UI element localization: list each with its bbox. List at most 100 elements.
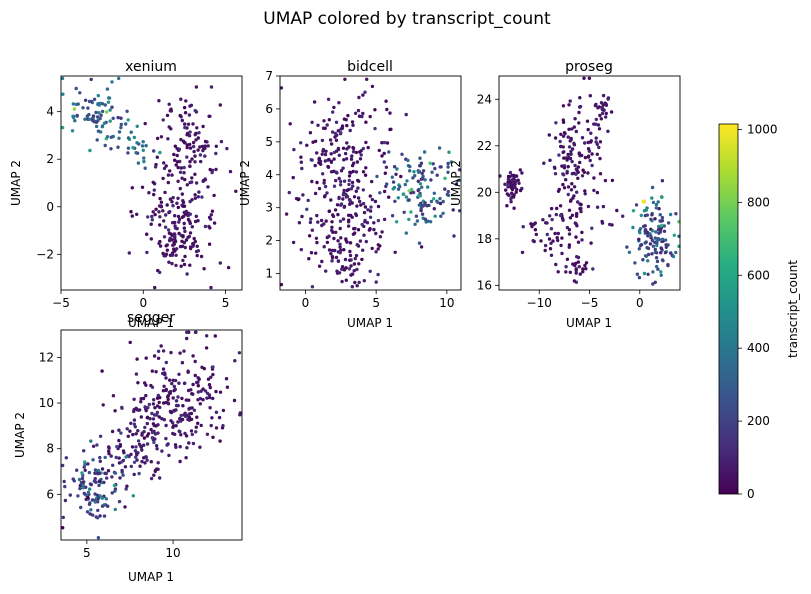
data-point (183, 122, 187, 126)
data-point (578, 104, 583, 109)
data-point (160, 417, 164, 421)
data-point (155, 410, 160, 415)
data-point-highlight (641, 199, 646, 204)
data-point (372, 221, 376, 225)
data-point (547, 237, 552, 241)
data-point (398, 184, 402, 189)
data-point (432, 207, 436, 211)
data-point (342, 268, 347, 272)
data-point (308, 131, 313, 135)
data-point (306, 198, 310, 203)
data-point (421, 204, 425, 208)
data-point (97, 479, 102, 484)
data-point (178, 459, 182, 464)
data-point (75, 114, 79, 118)
data-point (633, 261, 637, 265)
data-point (321, 147, 326, 152)
colorbar-tick-label: 1000 (747, 122, 778, 136)
data-point (446, 165, 450, 169)
data-point (595, 190, 600, 195)
data-point (544, 221, 548, 225)
data-point (443, 187, 447, 191)
data-point (61, 526, 65, 530)
data-point (509, 183, 514, 187)
data-point (71, 115, 76, 120)
data-point (91, 458, 95, 462)
data-point (162, 384, 166, 388)
data-point (89, 508, 93, 512)
data-point (341, 166, 345, 170)
data-point (96, 93, 101, 98)
data-point (168, 378, 172, 382)
data-point (144, 356, 148, 360)
data-point (561, 172, 565, 176)
data-point (418, 164, 422, 168)
data-point (390, 175, 394, 179)
data-point (156, 393, 160, 398)
data-point (511, 195, 516, 199)
data-point (193, 108, 197, 113)
data-point (194, 425, 198, 429)
data-point (329, 152, 333, 156)
y-tick-label: 3 (265, 201, 273, 215)
data-point (166, 402, 171, 406)
data-point (323, 152, 328, 157)
y-tick-label: 16 (477, 278, 492, 292)
data-point (561, 134, 566, 138)
data-point (382, 151, 386, 156)
data-point (178, 445, 182, 449)
data-point (327, 118, 331, 122)
data-point (509, 197, 513, 201)
data-point (319, 218, 324, 223)
data-point (575, 255, 579, 259)
data-point (668, 212, 673, 217)
data-point (648, 242, 653, 246)
data-point (171, 425, 175, 429)
data-point (109, 454, 113, 458)
data-point (516, 178, 520, 182)
y-tick-label: 24 (477, 92, 492, 106)
data-point (123, 465, 128, 469)
data-point (433, 214, 437, 218)
data-point (175, 247, 179, 251)
data-point (361, 248, 365, 252)
data-point (586, 204, 591, 209)
data-point (151, 422, 156, 426)
data-point (173, 158, 177, 162)
data-point (566, 185, 571, 189)
data-point (561, 104, 566, 108)
data-point (598, 172, 603, 176)
data-point (382, 140, 387, 145)
data-point (188, 130, 192, 134)
data-point (105, 87, 110, 91)
data-point (571, 196, 575, 200)
data-point (369, 205, 373, 209)
data-point (351, 145, 355, 150)
data-point (583, 192, 587, 196)
data-point (296, 197, 300, 202)
data-point (102, 503, 106, 507)
y-axis-label: UMAP 2 (13, 412, 27, 458)
data-point (660, 195, 664, 199)
data-point (185, 183, 189, 187)
x-tick-label: −10 (527, 296, 552, 310)
data-point (412, 170, 416, 174)
data-point (350, 120, 355, 124)
y-tick-label: 6 (265, 102, 273, 116)
data-point (664, 243, 668, 247)
data-point (305, 207, 309, 211)
data-point (113, 471, 118, 475)
data-point (388, 111, 392, 115)
data-point (136, 429, 140, 433)
data-point (564, 270, 568, 274)
data-point (316, 123, 320, 128)
data-point (657, 231, 661, 235)
data-point (374, 250, 378, 254)
data-point (175, 201, 179, 205)
data-point (566, 152, 570, 157)
data-point (310, 228, 314, 232)
data-point (408, 164, 412, 169)
data-point (218, 439, 222, 443)
data-point (403, 182, 407, 187)
data-point (208, 226, 212, 230)
